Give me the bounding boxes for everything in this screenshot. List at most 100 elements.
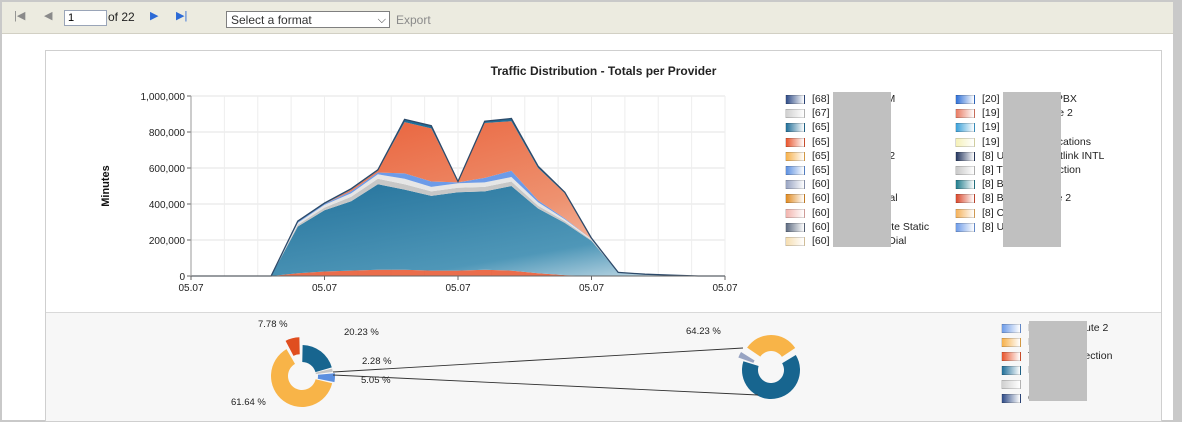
area-chart: 0 200,000 400,000 600,000 800,000 1,000,000 05…: [100, 92, 738, 294]
area-series-blue: [191, 184, 725, 276]
legend-swatch: [1001, 394, 1021, 403]
legend-swatch: [955, 194, 975, 204]
legend-swatch: [1001, 352, 1021, 361]
report-toolbar: |◀ ◀ 1 of 22 ▶ ▶| Select a format ⌵ Expo…: [2, 2, 1173, 34]
legend-label: [60] oute Static: [812, 221, 929, 234]
pie-charts: 20.23 % 2.28 % 5.05 % 61.64 % 7.78 % 64.23 %: [231, 319, 800, 408]
legend-label-prefix: [65]: [812, 149, 830, 162]
legend-label-prefix: [8] T: [982, 164, 1003, 176]
y-tick-label: 200,000: [149, 236, 186, 247]
chart-title: Traffic Distribution - Totals per Provid…: [490, 64, 717, 78]
section-divider: [46, 312, 1161, 313]
legend-label: [65]: [812, 136, 880, 149]
x-tick-label: 05.07: [178, 283, 203, 294]
legend-swatch: [785, 166, 805, 175]
legend-label: [67]: [812, 107, 880, 120]
page-number-input[interactable]: 1: [64, 10, 107, 26]
pie-slice: [747, 335, 796, 357]
next-page-icon[interactable]: ▶: [150, 10, 159, 22]
legend-label-prefix: [60]: [812, 178, 830, 191]
redaction-block: [1003, 92, 1061, 247]
legend-label-prefix: [60]: [812, 235, 830, 247]
legend-label-prefix: [8] U: [982, 220, 1005, 233]
pie-slice-label: 5.05 %: [361, 375, 391, 386]
report-body: Traffic Distribution - Totals per Provid…: [45, 50, 1162, 422]
legend-label-prefix: [8] C: [982, 206, 1005, 219]
legend-label: [8] U htlink INTL: [982, 150, 1104, 163]
export-link[interactable]: Export: [396, 13, 431, 27]
legend-label-prefix: [67]: [812, 107, 830, 120]
legend-swatch: [785, 222, 805, 232]
legend-swatch: [1001, 338, 1021, 347]
pie-section: [46, 313, 1161, 421]
y-axis-label: Minutes: [100, 165, 112, 207]
pie-slice-label: 64.23 %: [686, 326, 721, 337]
legend-swatch: [785, 109, 805, 119]
chevron-down-icon: ⌵: [377, 14, 386, 26]
legend-label-prefix: [60]: [812, 206, 830, 219]
pie-slice: [738, 351, 755, 363]
pie-slice: [302, 345, 332, 373]
legend-swatch: [1001, 366, 1021, 375]
pie-slice-label: 7.78 %: [258, 319, 288, 330]
legend-label-prefix: [60]: [812, 220, 830, 233]
legend-swatch: [1001, 380, 1021, 389]
x-tick-label: 05.07: [312, 283, 337, 294]
legend-label-prefix: [60]: [812, 192, 830, 205]
pie-slice: [270, 349, 333, 407]
legend-swatch: [785, 151, 805, 161]
legend-swatch: [785, 180, 805, 190]
legend-label-suffix: ute 2: [1085, 322, 1109, 334]
redaction-block: [833, 92, 891, 247]
legend-swatch: [955, 166, 975, 175]
area-series-orange-base: [191, 269, 725, 276]
legend-swatch: [955, 123, 975, 133]
legend-label-prefix: [8] B: [982, 178, 1004, 191]
legend-label: [8] B: [982, 178, 1054, 191]
legend-label-prefix: [20]: [982, 93, 1000, 105]
pie-slice-label: 20.23 %: [344, 327, 379, 338]
y-tick-label: 800,000: [149, 128, 186, 139]
legend-label-suffix: ection: [1084, 350, 1113, 362]
legend-swatch: [785, 237, 805, 246]
legend-label-prefix: [19]: [982, 107, 1000, 120]
legend-swatch: [785, 194, 805, 204]
pie-slice: [285, 337, 300, 356]
legend-swatch: [955, 180, 975, 190]
legend-label-prefix: [65]: [812, 121, 830, 134]
pie-connector-line: [332, 374, 759, 396]
legend-swatch: [955, 208, 975, 218]
first-page-icon[interactable]: |◀: [14, 10, 26, 22]
legend-label-prefix: [19]: [982, 135, 1000, 148]
format-select-value: Select a format: [231, 13, 312, 27]
pie-connector-line: [332, 347, 744, 373]
legend-swatch: [1001, 324, 1021, 333]
legend-label-prefix: [8] U: [982, 149, 1005, 162]
legend-label: [65]: [812, 121, 880, 134]
legend-label: [8] C: [982, 207, 1054, 220]
legend-swatch: [955, 222, 975, 232]
legend-swatch: [785, 123, 805, 133]
last-page-icon[interactable]: ▶|: [176, 10, 188, 22]
legend-swatch: [785, 208, 805, 218]
legend-label-prefix: [65]: [812, 164, 830, 176]
export-format-select[interactable]: Select a format ⌵: [226, 11, 390, 28]
area-total-outline: [191, 117, 725, 277]
y-tick-label: 400,000: [149, 200, 186, 211]
previous-page-icon[interactable]: ◀: [44, 10, 53, 22]
legend-label-suffix: oute Static: [879, 220, 930, 233]
page-count-label: of 22: [108, 10, 135, 24]
legend-label-prefix: [65]: [812, 135, 830, 148]
pie-slice: [317, 373, 335, 383]
pie-slice-label: 2.28 %: [362, 356, 392, 367]
legend-label-suffix: htlink INTL: [1054, 149, 1105, 162]
legend-swatch: [955, 137, 975, 147]
legend-label: [19]: [982, 121, 1050, 134]
legend-swatch: [955, 151, 975, 161]
legend-label-prefix: [19]: [982, 121, 1000, 134]
pie-slice: [315, 368, 333, 375]
x-tick-label: 05.07: [712, 283, 737, 294]
legend-swatch: [955, 109, 975, 119]
legend-swatch: [955, 95, 975, 104]
